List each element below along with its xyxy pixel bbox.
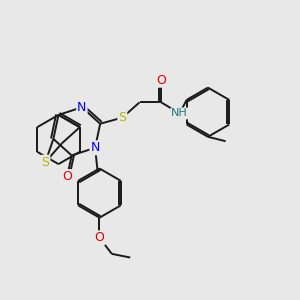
Text: S: S (41, 156, 50, 169)
Text: N: N (90, 141, 100, 154)
Text: O: O (62, 170, 72, 183)
Text: O: O (94, 231, 104, 244)
Text: O: O (156, 74, 166, 87)
Text: N: N (77, 101, 87, 114)
Text: NH: NH (171, 108, 188, 118)
Text: S: S (118, 111, 126, 124)
